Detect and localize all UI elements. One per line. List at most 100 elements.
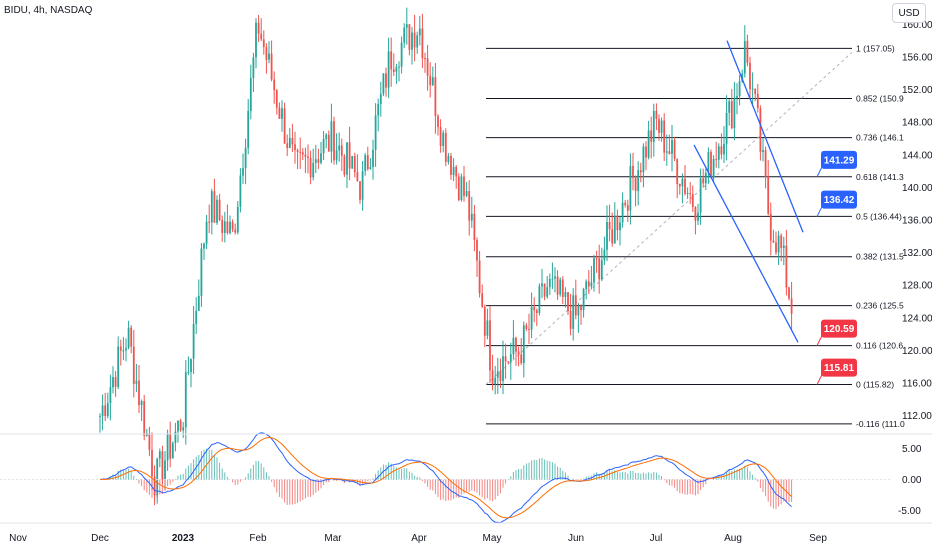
fib-level-label: 0.852 (150.9 — [856, 94, 904, 104]
candle-body — [190, 358, 192, 373]
candle-body — [717, 146, 720, 160]
fib-level-label: 1 (157.05) — [856, 43, 895, 53]
candle-body — [658, 118, 660, 133]
candle-body — [710, 152, 712, 178]
candle-body — [702, 178, 705, 184]
candle-body — [673, 139, 676, 159]
candle-body — [260, 33, 263, 40]
candle-body — [746, 40, 749, 63]
candle-body — [119, 346, 122, 351]
price-label-box — [821, 150, 857, 169]
candle-body — [481, 293, 484, 307]
candle-body — [463, 176, 465, 196]
candle-body — [447, 155, 450, 162]
candle-body — [359, 181, 361, 200]
candle-body — [478, 260, 481, 294]
candle-body — [405, 24, 408, 28]
candle-body — [395, 67, 398, 72]
candle-body — [624, 202, 627, 206]
candle-body — [616, 215, 619, 231]
macd-line — [99, 432, 792, 524]
candle-body — [530, 306, 533, 330]
candle-body — [564, 292, 567, 297]
candle-body — [390, 51, 393, 70]
candle-body — [769, 213, 772, 241]
candle-body — [262, 39, 265, 48]
candle-body — [626, 205, 629, 211]
candle-body — [764, 150, 767, 177]
candle-body — [767, 176, 770, 214]
time-tick-label: May — [483, 533, 502, 544]
candle-body — [730, 101, 733, 129]
candle-body — [286, 143, 289, 148]
candle-body — [164, 460, 166, 480]
candle-body — [275, 90, 278, 108]
candle-body — [777, 235, 780, 253]
candle-body — [291, 137, 294, 145]
candle-body — [278, 107, 281, 119]
candle-body — [333, 121, 335, 161]
price-tick-label: 144.00 — [902, 150, 932, 161]
candle-body — [307, 156, 309, 158]
candle-body — [450, 155, 452, 175]
candle-body — [239, 175, 242, 207]
candle-body — [691, 194, 694, 207]
time-tick-label: Nov — [9, 533, 27, 544]
candle-body — [372, 149, 374, 168]
time-tick-label: Sep — [809, 533, 827, 544]
candle-body — [647, 130, 650, 158]
candle-body — [182, 427, 185, 431]
candle-body — [177, 420, 179, 432]
candle-body — [247, 110, 250, 148]
candle-body — [452, 166, 455, 175]
candle-body — [257, 22, 260, 34]
candle-body — [619, 222, 621, 231]
candle-body — [106, 403, 109, 417]
candle-body — [559, 279, 562, 295]
candle-body — [533, 306, 536, 311]
candle-body — [707, 152, 710, 173]
candle-body — [567, 292, 569, 311]
fib-level-label: 0.236 (125.5 — [856, 301, 904, 311]
fib-level-label: 0.5 (136.44) — [856, 211, 902, 221]
candle-body — [424, 58, 426, 60]
candle-body — [738, 81, 741, 97]
candle-body — [109, 387, 112, 404]
candle-body — [127, 327, 130, 348]
candle-body — [613, 215, 616, 244]
candle-body — [509, 354, 512, 363]
candle-body — [759, 108, 762, 153]
candle-body — [754, 88, 757, 94]
candle-body — [606, 222, 608, 250]
candle-body — [785, 245, 788, 288]
fibonacci-retracement[interactable]: 1 (157.05) 0.852 (150.9 0.736 (146.1 0.618 … — [485, 43, 905, 429]
candle-body — [629, 166, 632, 211]
candle-body — [775, 242, 777, 253]
candle-body — [595, 258, 598, 260]
candle-body — [465, 191, 468, 196]
candle-body — [320, 153, 322, 163]
candle-body — [756, 93, 759, 109]
candle-body — [486, 320, 489, 336]
candle-body — [712, 159, 715, 178]
candle-body — [301, 152, 304, 155]
candle-body — [421, 28, 424, 59]
fib-level-label: 0.618 (141.3 — [856, 172, 904, 182]
trend-channel[interactable] — [693, 40, 804, 343]
trend-line-upper — [726, 40, 804, 233]
chart-title: BIDU, 4h, NASDAQ — [4, 5, 93, 16]
candle-body — [361, 171, 364, 200]
candle-body — [205, 221, 208, 244]
candle-body — [403, 27, 406, 43]
candle-body — [632, 166, 634, 178]
candle-body — [600, 260, 603, 280]
currency-button[interactable]: USD — [892, 3, 926, 23]
candle-body — [780, 235, 783, 249]
time-tick-label: Jul — [650, 533, 663, 544]
candle-body — [197, 295, 200, 311]
time-tick-label: Apr — [411, 533, 427, 544]
candle-body — [663, 120, 666, 153]
candle-body — [161, 451, 164, 480]
candle-body — [387, 51, 390, 88]
